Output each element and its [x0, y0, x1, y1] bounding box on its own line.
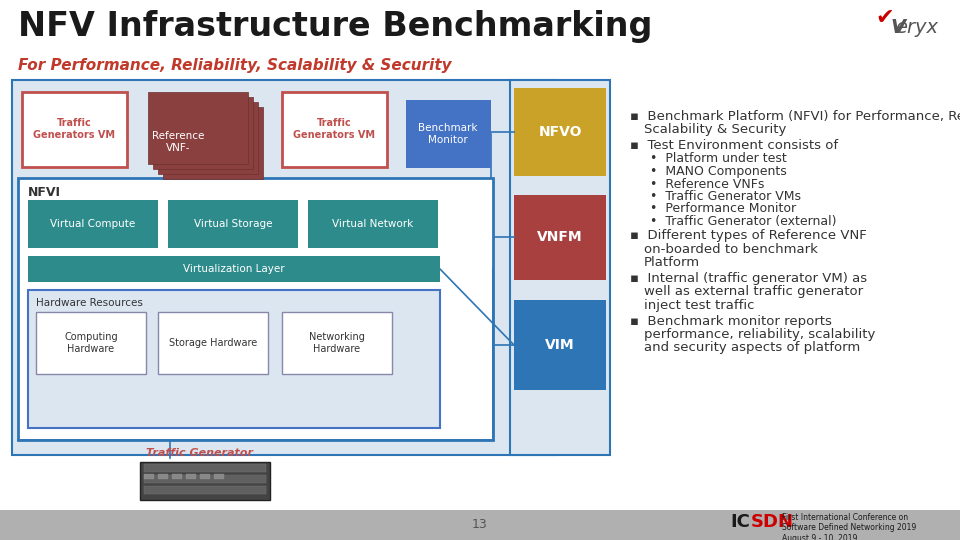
- FancyBboxPatch shape: [0, 510, 960, 540]
- FancyBboxPatch shape: [214, 474, 224, 479]
- Text: Benchmark
Monitor: Benchmark Monitor: [419, 123, 478, 145]
- Text: •  Platform under test: • Platform under test: [650, 152, 787, 165]
- Text: For Performance, Reliability, Scalability & Security: For Performance, Reliability, Scalabilit…: [18, 58, 451, 73]
- FancyBboxPatch shape: [153, 97, 253, 169]
- Text: ▪  Test Environment consists of: ▪ Test Environment consists of: [630, 139, 838, 152]
- Text: ▪  Benchmark Platform (NFVI) for Performance, Reliability,: ▪ Benchmark Platform (NFVI) for Performa…: [630, 110, 960, 123]
- Text: Virtual Network: Virtual Network: [332, 219, 414, 229]
- FancyBboxPatch shape: [728, 512, 958, 538]
- Text: •  Traffic Generator (external): • Traffic Generator (external): [650, 215, 836, 228]
- Text: NFVO: NFVO: [539, 125, 582, 139]
- Text: •  MANO Components: • MANO Components: [650, 165, 787, 178]
- Text: Virtual Storage: Virtual Storage: [194, 219, 273, 229]
- Text: Traffic
Generators VM: Traffic Generators VM: [33, 118, 115, 140]
- FancyBboxPatch shape: [186, 474, 196, 479]
- Text: IC: IC: [730, 513, 750, 531]
- Text: and security aspects of platform: and security aspects of platform: [644, 341, 860, 354]
- FancyBboxPatch shape: [514, 88, 606, 176]
- Text: Scalability & Security: Scalability & Security: [644, 124, 786, 137]
- FancyBboxPatch shape: [158, 474, 168, 479]
- FancyBboxPatch shape: [158, 102, 258, 174]
- FancyBboxPatch shape: [144, 474, 154, 479]
- Text: 13: 13: [472, 518, 488, 531]
- Text: Traffic
Generators VM: Traffic Generators VM: [293, 118, 375, 140]
- Text: Traffic Generator: Traffic Generator: [147, 448, 253, 458]
- FancyBboxPatch shape: [18, 178, 493, 440]
- FancyBboxPatch shape: [200, 474, 210, 479]
- FancyBboxPatch shape: [514, 300, 606, 390]
- Text: Platform: Platform: [644, 256, 700, 269]
- Text: •  Performance Monitor: • Performance Monitor: [650, 202, 796, 215]
- FancyBboxPatch shape: [22, 92, 127, 167]
- FancyBboxPatch shape: [308, 200, 438, 248]
- FancyBboxPatch shape: [406, 100, 491, 168]
- FancyBboxPatch shape: [282, 312, 392, 374]
- Text: VIM: VIM: [545, 338, 575, 352]
- Text: V: V: [891, 18, 906, 37]
- Text: Hardware Resources: Hardware Resources: [36, 298, 143, 308]
- FancyBboxPatch shape: [158, 312, 268, 374]
- FancyBboxPatch shape: [12, 80, 557, 455]
- Text: on-boarded to benchmark: on-boarded to benchmark: [644, 243, 818, 256]
- Text: ▪  Different types of Reference VNF: ▪ Different types of Reference VNF: [630, 230, 867, 242]
- Text: performance, reliability, scalability: performance, reliability, scalability: [644, 328, 876, 341]
- FancyBboxPatch shape: [514, 195, 606, 280]
- FancyBboxPatch shape: [144, 475, 266, 483]
- Text: Reference
VNF-: Reference VNF-: [152, 131, 204, 153]
- FancyBboxPatch shape: [28, 290, 440, 428]
- Text: ▪  Internal (traffic generator VM) as: ▪ Internal (traffic generator VM) as: [630, 272, 867, 285]
- FancyBboxPatch shape: [144, 486, 266, 494]
- Text: Virtualization Layer: Virtualization Layer: [183, 264, 285, 274]
- FancyBboxPatch shape: [140, 462, 270, 500]
- FancyBboxPatch shape: [28, 256, 440, 282]
- FancyBboxPatch shape: [282, 92, 387, 167]
- Text: Storage Hardware: Storage Hardware: [169, 338, 257, 348]
- Text: NFV Infrastructure Benchmarking: NFV Infrastructure Benchmarking: [18, 10, 653, 43]
- FancyBboxPatch shape: [168, 200, 298, 248]
- FancyBboxPatch shape: [144, 464, 266, 472]
- FancyBboxPatch shape: [172, 474, 182, 479]
- FancyBboxPatch shape: [148, 92, 248, 164]
- Text: First International Conference on
Software Defined Networking 2019
August 9 - 10: First International Conference on Softwa…: [782, 513, 916, 540]
- Text: Virtual Compute: Virtual Compute: [50, 219, 135, 229]
- Text: NFVI: NFVI: [28, 186, 61, 199]
- Text: ✔: ✔: [875, 8, 894, 28]
- Text: •  Reference VNFs: • Reference VNFs: [650, 178, 764, 191]
- Text: •  Traffic Generator VMs: • Traffic Generator VMs: [650, 190, 801, 203]
- Text: ▪  Benchmark monitor reports: ▪ Benchmark monitor reports: [630, 314, 832, 327]
- Text: Computing
Hardware: Computing Hardware: [64, 332, 118, 354]
- Text: SDN: SDN: [751, 513, 794, 531]
- FancyBboxPatch shape: [28, 200, 158, 248]
- FancyBboxPatch shape: [36, 312, 146, 374]
- Text: VNFM: VNFM: [538, 230, 583, 244]
- FancyBboxPatch shape: [510, 80, 610, 455]
- Text: inject test traffic: inject test traffic: [644, 299, 755, 312]
- Text: eryx: eryx: [895, 18, 938, 37]
- Text: well as external traffic generator: well as external traffic generator: [644, 286, 863, 299]
- Text: Networking
Hardware: Networking Hardware: [309, 332, 365, 354]
- FancyBboxPatch shape: [163, 107, 263, 179]
